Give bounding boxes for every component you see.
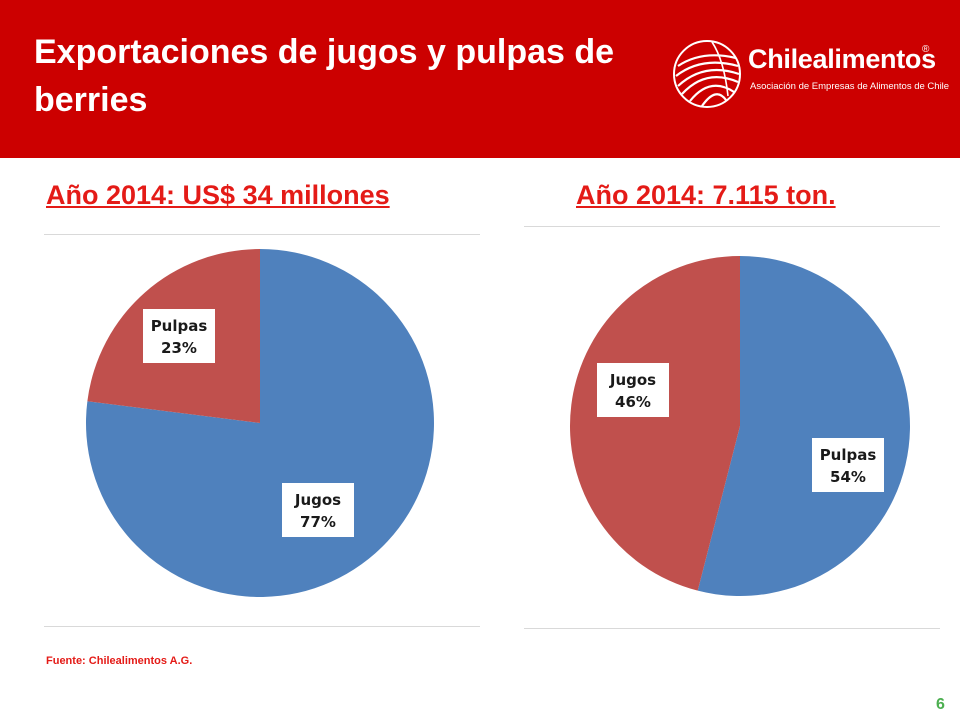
pie-chart-volume: Pulpas 54% Jugos 46% — [569, 256, 910, 596]
logo-tagline: Asociación de Empresas de Alimentos de C… — [750, 81, 950, 92]
chart-frame-top-right — [524, 226, 940, 227]
chart-title-volume: Año 2014: 7.115 ton. — [576, 180, 836, 210]
chart-frame-bottom-right — [524, 628, 940, 629]
data-label-box — [143, 309, 215, 363]
data-label-name: Jugos — [609, 371, 656, 389]
data-label-name: Pulpas — [151, 317, 208, 335]
pie-slice-jugos — [569, 256, 740, 591]
chart-title-value: Año 2014: US$ 34 millones — [46, 180, 390, 210]
chilealimentos-logo: Chilealimentos ® Asociación de Empresas … — [672, 34, 949, 114]
data-label-pulpas: Pulpas 54% — [812, 438, 884, 492]
data-label-percent: 23% — [161, 339, 197, 357]
chart-frame-bottom-left — [44, 626, 480, 627]
data-label-jugos: Jugos 46% — [597, 363, 669, 417]
header-banner: Exportaciones de jugos y pulpas de berri… — [0, 0, 960, 158]
data-label-percent: 77% — [300, 513, 336, 531]
data-label-name: Jugos — [294, 491, 341, 509]
page-number: 6 — [936, 696, 945, 713]
source-note: Fuente: Chilealimentos A.G. — [46, 655, 193, 667]
pie-slice-pulpas — [697, 256, 910, 596]
logo-name: Chilealimentos — [748, 44, 936, 74]
data-label-pulpas: Pulpas 23% — [143, 309, 215, 363]
chart-frame-top-left — [44, 234, 480, 235]
globe-logo-icon — [673, 40, 741, 108]
data-label-percent: 46% — [615, 393, 651, 411]
data-label-box — [812, 438, 884, 492]
data-label-name: Pulpas — [820, 446, 877, 464]
data-label-box — [282, 483, 354, 537]
data-label-percent: 54% — [830, 468, 866, 486]
data-label-jugos: Jugos 77% — [282, 483, 354, 537]
logo-registered-mark: ® — [922, 44, 930, 55]
slide-title: Exportaciones de jugos y pulpas de berri… — [34, 33, 615, 119]
pie-chart-value: Jugos 77% Pulpas 23% — [85, 249, 434, 598]
data-label-box — [597, 363, 669, 417]
